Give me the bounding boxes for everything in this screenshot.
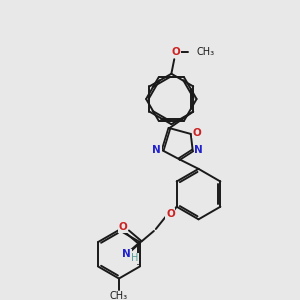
Text: O: O xyxy=(192,128,201,138)
Text: N: N xyxy=(194,146,203,155)
Text: H: H xyxy=(131,253,138,263)
Text: CH₃: CH₃ xyxy=(196,47,215,57)
Text: O: O xyxy=(166,208,175,218)
Text: O: O xyxy=(118,222,127,232)
Text: N: N xyxy=(122,249,131,259)
Text: O: O xyxy=(172,47,181,57)
Text: N: N xyxy=(152,146,161,155)
Text: CH₃: CH₃ xyxy=(110,291,128,300)
